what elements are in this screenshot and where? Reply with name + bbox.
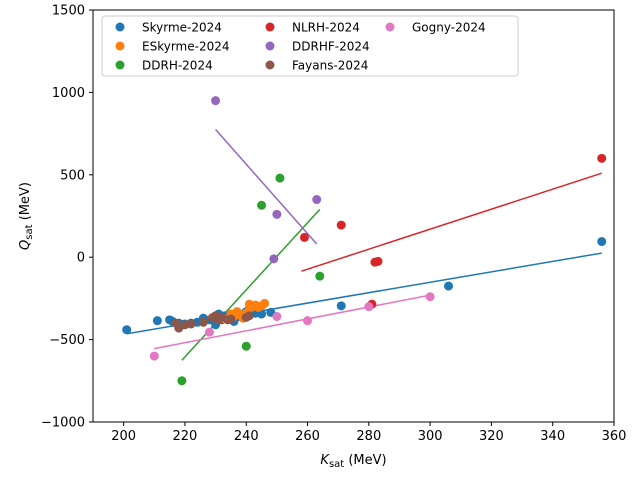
x-tick-label: 360 <box>602 429 627 444</box>
data-point <box>198 317 208 327</box>
legend-marker <box>115 22 125 32</box>
data-point <box>186 319 196 329</box>
legend-marker <box>385 22 395 32</box>
fit-lines <box>126 128 602 361</box>
legend-label: Gogny-2024 <box>412 21 486 35</box>
x-tick-label: 320 <box>479 429 504 444</box>
data-point <box>122 325 132 335</box>
data-point <box>272 209 282 219</box>
data-point <box>269 254 279 264</box>
legend-marker <box>265 22 275 32</box>
legend-marker <box>265 60 275 70</box>
legend-label: ESkyrme-2024 <box>142 40 230 54</box>
data-point <box>204 327 214 337</box>
data-point <box>597 153 607 163</box>
legend-marker <box>115 60 125 70</box>
data-point <box>211 96 221 106</box>
y-tick-label: 1000 <box>52 86 85 101</box>
data-point <box>272 312 282 322</box>
data-point <box>444 281 454 291</box>
fit-line <box>301 172 602 272</box>
data-points <box>122 96 607 386</box>
data-point <box>226 314 236 324</box>
x-tick-label: 340 <box>540 429 565 444</box>
data-point <box>597 237 607 247</box>
y-axis-label: Qsat (MeV) <box>18 182 35 250</box>
x-axis-label: Ksat (MeV) <box>320 453 386 470</box>
x-tick-label: 240 <box>234 429 259 444</box>
data-point <box>260 298 270 308</box>
data-point <box>336 301 346 311</box>
y-tick-label: 1500 <box>52 4 85 19</box>
y-tick-label: −1000 <box>41 416 85 431</box>
legend-marker <box>115 41 125 51</box>
fit-line <box>215 128 318 245</box>
data-point <box>152 316 162 326</box>
data-point <box>303 316 313 326</box>
legend-label: DDRHF-2024 <box>292 40 370 54</box>
data-point <box>244 311 254 321</box>
legend-marker <box>265 41 275 51</box>
y-tick-label: 500 <box>60 168 85 183</box>
x-tick-label: 260 <box>295 429 320 444</box>
data-point <box>149 351 159 361</box>
x-axis-ticks: 200 220 240 260 280 300 320 340 360 <box>111 422 626 444</box>
legend-label: NLRH-2024 <box>292 21 360 35</box>
data-point <box>275 173 285 183</box>
legend-label: Skyrme-2024 <box>142 21 222 35</box>
legend-label: Fayans-2024 <box>292 59 368 73</box>
fit-line <box>181 208 321 361</box>
data-point <box>299 232 309 242</box>
legend: Skyrme-2024 ESkyrme-2024 DDRH-2024 NLRH-202… <box>101 15 519 77</box>
y-tick-label: −500 <box>49 333 85 348</box>
data-point <box>364 302 374 312</box>
x-tick-label: 220 <box>173 429 198 444</box>
data-point <box>315 271 325 281</box>
data-point <box>241 341 251 351</box>
data-point <box>373 256 383 266</box>
x-tick-label: 300 <box>418 429 443 444</box>
y-axis-ticks: −1000 −500 0 500 1000 1500 <box>41 4 93 431</box>
legend-box <box>101 15 519 77</box>
data-point <box>425 292 435 302</box>
fit-line <box>154 294 431 350</box>
data-point <box>257 200 267 210</box>
x-tick-label: 280 <box>356 429 381 444</box>
plot-frame <box>92 9 615 423</box>
data-point <box>312 195 322 205</box>
data-point <box>177 376 187 386</box>
x-tick-label: 200 <box>111 429 136 444</box>
legend-label: DDRH-2024 <box>142 59 213 73</box>
y-tick-label: 0 <box>77 251 85 266</box>
data-point <box>336 220 346 230</box>
